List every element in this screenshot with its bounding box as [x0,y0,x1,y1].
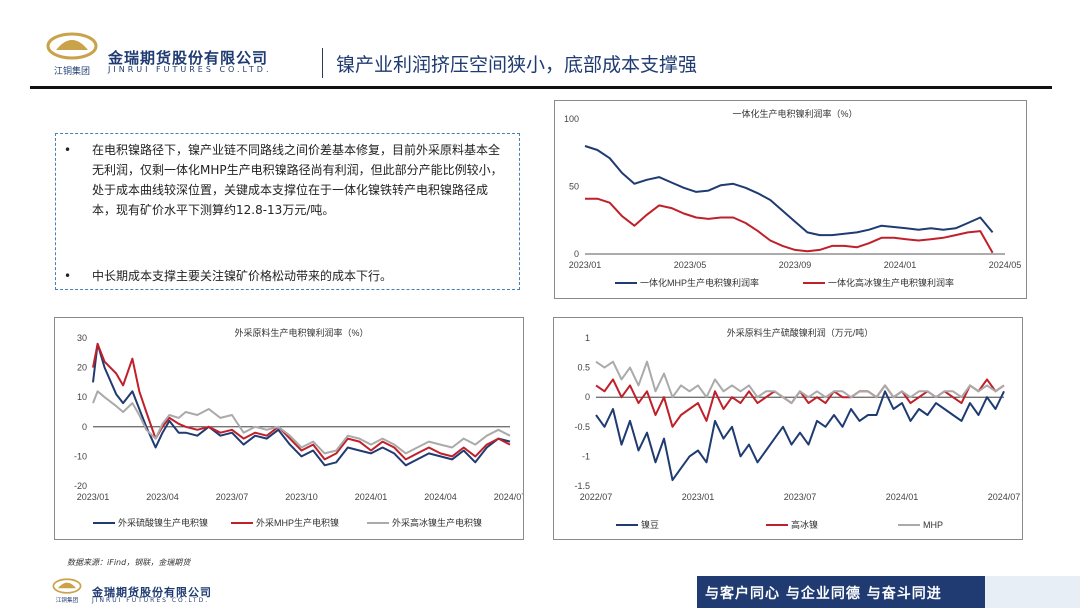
x-tick-label: 2023/01 [77,492,110,502]
source-note: 数据来源：iFind，钢联，金瑞期货 [67,558,191,567]
x-tick-label: 2024/04 [424,492,457,502]
y-tick-label: 30 [77,333,87,343]
chart-integrated-margin: 一体化生产电积镍利润率（%） 0 50 100 2023/01 2023/05 2023/0… [554,100,1027,299]
x-tick-label: 2023/04 [146,492,179,502]
series-line-1 [595,390,1005,482]
y-tick-label: -1.5 [574,481,590,491]
legend-label-1: 镍豆 [641,519,659,530]
y-tick-label: 0 [574,249,579,259]
footer-brand-cn: 金瑞期货股份有限公司 [92,586,212,599]
legend-label-1: 外采硫酸镍生产电积镍 [118,517,208,528]
x-tick-label: 2024/05 [989,260,1022,270]
y-tick-label: 0 [82,422,87,432]
brand-name-en: JINRUI FUTURES CO.LTD. [108,65,272,74]
x-tick-label: 2024/07 [494,492,523,502]
series-line-2 [585,197,994,254]
series-line-1 [584,145,994,237]
x-tick-label: 2023/05 [674,260,707,270]
bullet-dot: • [64,269,72,283]
brand-name-cn: 金瑞期货股份有限公司 [108,49,269,67]
y-tick-label: 10 [77,392,87,402]
footer-logo-subtitle: 江铜集团 [56,596,79,604]
summary-box: • 在电积镍路径下，镍产业链不同路线之间价差基本修复，目前外采原料基本全无利润，… [55,133,520,290]
header-divider [322,48,323,78]
y-tick-label: 0.5 [577,363,590,373]
bullet-dot: • [64,143,72,157]
series-line-1 [92,342,511,467]
footer-brand-en: JINRUI FUTURES CO.LTD. [92,597,210,604]
chart-sulfate-profit: 外采原料生产硫酸镍利润（万元/吨） -1.5 -1 -0.5 0 0.5 1 2022/07 2… [553,317,1023,540]
x-tick-label: 2022/07 [580,492,613,502]
slogan-band [697,576,985,608]
header-rule [30,86,1052,89]
y-tick-label: 20 [77,363,87,373]
y-tick-label: 50 [569,182,579,192]
y-tick-label: 1 [585,333,590,343]
x-tick-label: 2024/01 [886,492,919,502]
footer-logo: 江铜集团 [52,578,82,604]
x-tick-label: 2024/07 [988,492,1021,502]
summary-text-2: 中长期成本支撑主要关注镍矿价格松动带来的成本下行。 [92,269,393,283]
legend-label-3: 外采高冰镍生产电积镍 [392,517,482,528]
x-tick-label: 2023/01 [682,492,715,502]
y-tick-label: -10 [74,451,87,461]
chart-purchased-margin: 外采原料生产电积镍利润率（%） -20 -10 0 10 20 30 2023/01 2023/… [54,317,524,540]
series-line-3 [92,390,511,455]
company-logo: 江铜集团 [46,32,98,76]
summary-item-1: • 在电积镍路径下，镍产业链不同路线之间价差基本修复，目前外采原料基本全无利润，… [64,140,509,220]
x-tick-label: 2023/01 [569,260,602,270]
x-tick-label: 2024/01 [884,260,917,270]
y-tick-label: 0 [585,392,590,402]
footer-accent [985,576,1080,608]
x-tick-label: 2023/10 [285,492,318,502]
slogan-text: 与客户同心 与企业同德 与奋斗同进 [705,586,942,602]
chart-integrated-margin-svg: 一体化生产电积镍利润率（%） 0 50 100 2023/01 2023/05 2023/0… [564,108,1022,288]
y-tick-label: -20 [74,481,87,491]
legend-label-3: MHP [923,520,943,530]
chart-sulfate-profit-svg: 外采原料生产硫酸镍利润（万元/吨） -1.5 -1 -0.5 0 0.5 1 2022/07 2… [574,327,1021,530]
chart-title: 一体化生产电积镍利润率（%） [732,108,857,119]
x-tick-label: 2023/09 [779,260,812,270]
y-tick-label: -0.5 [574,422,590,432]
y-tick-label: 100 [564,114,579,124]
series-line-2 [92,342,511,461]
x-tick-label: 2023/07 [784,492,817,502]
chart-title: 外采原料生产电积镍利润率（%） [234,327,368,338]
logo-subtitle: 江铜集团 [54,65,90,76]
summary-text-1: 在电积镍路径下，镍产业链不同路线之间价差基本修复，目前外采原料基本全无利润，仅剩… [92,143,503,217]
legend-label-2: 高冰镍 [791,519,818,530]
legend-label-1: 一体化MHP生产电积镍利润率 [640,277,759,288]
x-tick-label: 2024/01 [355,492,388,502]
series-line-3 [595,360,1005,405]
chart-purchased-margin-svg: 外采原料生产电积镍利润率（%） -20 -10 0 10 20 30 2023/01 2023/… [74,327,523,528]
x-tick-label: 2023/07 [216,492,249,502]
page-title: 镍产业利润挤压空间狭小，底部成本支撑强 [336,54,698,76]
chart-title: 外采原料生产硫酸镍利润（万元/吨） [727,327,874,338]
summary-item-2: • 中长期成本支撑主要关注镍矿价格松动带来的成本下行。 [64,266,509,286]
legend-label-2: 外采MHP生产电积镍 [256,517,339,528]
y-tick-label: -1 [582,451,590,461]
legend-label-2: 一体化高冰镍生产电积镍利润率 [828,277,954,288]
